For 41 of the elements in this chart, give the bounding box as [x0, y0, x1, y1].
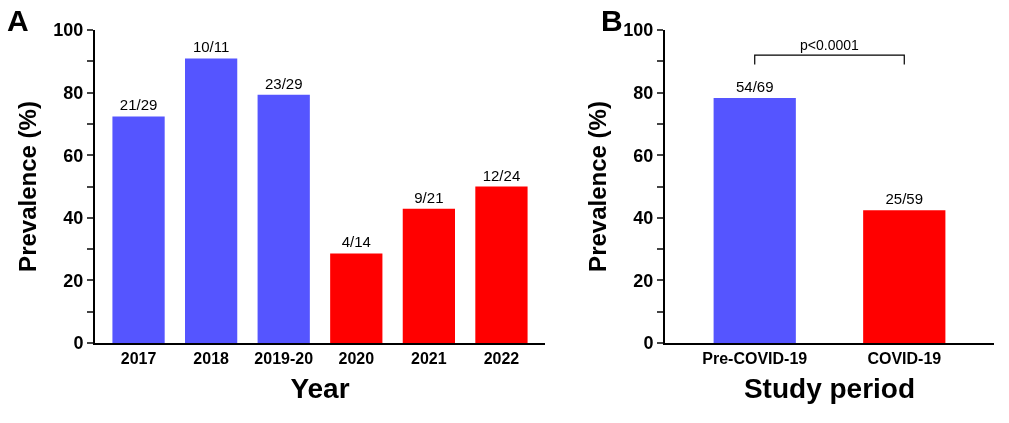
data-label: 4/14: [341, 233, 371, 251]
x-tick-label: 2022: [483, 350, 520, 368]
chart-title: B: [601, 4, 623, 37]
x-tick-label: 2018: [193, 350, 230, 368]
x-tick-label: 2020: [338, 350, 375, 368]
y-tick-label: 60: [633, 145, 654, 166]
y-axis-title: Prevalence (%): [583, 101, 611, 272]
y-tick-label: 100: [53, 20, 84, 41]
y-tick-label: 80: [633, 82, 654, 103]
y-tick-label: 40: [63, 208, 84, 229]
bar: [257, 94, 310, 343]
x-tick-label: 2021: [411, 350, 447, 368]
bar: [112, 116, 165, 343]
bar: [475, 186, 528, 343]
data-label: 10/11: [192, 38, 230, 56]
x-tick-label: 2019-20: [254, 350, 314, 368]
data-label: 9/21: [414, 188, 444, 206]
x-axis-title: Year: [290, 372, 350, 404]
annotation: p<0.0001: [800, 37, 859, 53]
data-label: 54/69: [735, 77, 774, 95]
y-tick-label: 100: [623, 20, 654, 41]
bar: [185, 58, 238, 343]
y-tick-label: 20: [633, 270, 654, 291]
data-label: 12/24: [482, 166, 521, 184]
y-axis-title: Prevalence (%): [13, 101, 41, 272]
data-label: 23/29: [264, 74, 303, 92]
x-tick-label: 2017: [120, 350, 157, 368]
y-tick-label: 60: [63, 145, 84, 166]
x-tick-label: COVID-19: [867, 350, 942, 368]
y-tick-label: 40: [633, 208, 654, 229]
y-tick-label: 0: [73, 333, 84, 354]
bar: [402, 208, 455, 343]
chart-title: A: [7, 4, 29, 37]
bar: [330, 253, 383, 343]
y-tick-label: 20: [63, 270, 84, 291]
data-label: 21/29: [119, 96, 158, 114]
y-tick-label: 80: [63, 82, 84, 103]
x-axis-title: Study period: [743, 372, 916, 404]
data-label: 25/59: [885, 190, 924, 208]
x-tick-label: Pre-COVID-19: [702, 350, 808, 368]
y-tick-label: 0: [643, 333, 654, 354]
